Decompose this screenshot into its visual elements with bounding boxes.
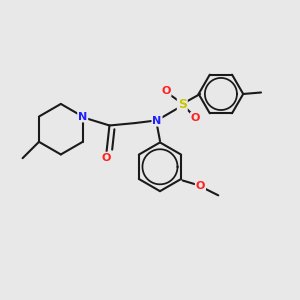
Text: S: S — [178, 98, 187, 111]
Text: N: N — [152, 116, 162, 126]
Text: O: O — [102, 153, 111, 163]
Text: N: N — [78, 112, 87, 122]
Text: O: O — [161, 86, 171, 96]
Text: O: O — [191, 113, 200, 123]
Text: O: O — [196, 182, 205, 191]
